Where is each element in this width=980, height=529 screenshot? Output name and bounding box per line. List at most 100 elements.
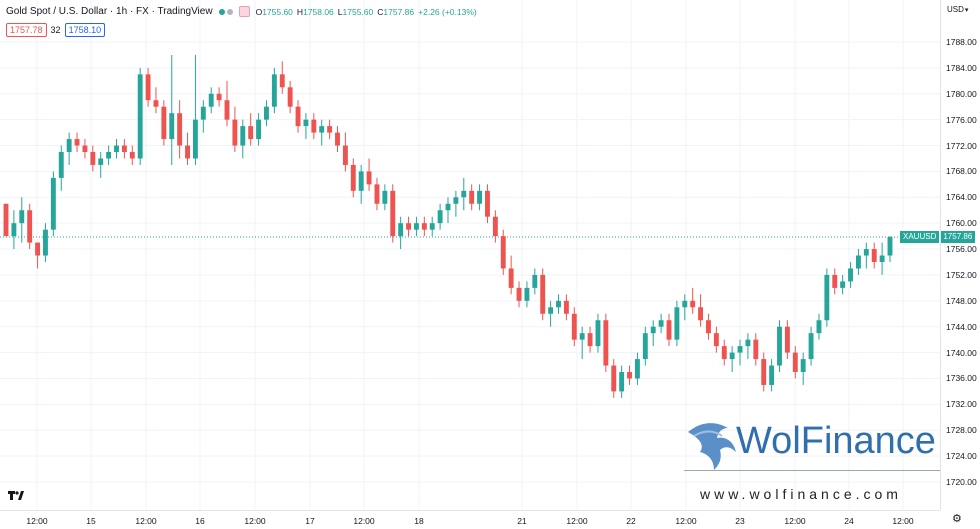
price-tick-label: 1752.00 [946, 269, 977, 280]
last-price-label: XAUUSD 1757.86 [900, 231, 976, 244]
candle-body-down [485, 190, 490, 217]
candle-body-up [240, 126, 246, 146]
candle-body-down [571, 313, 577, 340]
price-tick-label: 1744.00 [946, 321, 977, 332]
order-panel: 1757.78 32 1758.10 [6, 23, 106, 37]
low-value: 1755.60 [342, 6, 374, 17]
candle-body-down [145, 74, 151, 101]
candle [3, 203, 9, 237]
candle [863, 242, 869, 269]
candle [571, 307, 577, 347]
candle [784, 320, 790, 360]
candle-body-down [706, 320, 711, 334]
candle [200, 100, 206, 133]
candle [753, 333, 759, 366]
market-open-icon [218, 8, 225, 15]
candle [374, 177, 380, 211]
candle [737, 339, 743, 366]
candle-body-up [658, 320, 664, 327]
candle-body-up [682, 300, 688, 308]
candle [619, 365, 625, 398]
candle [745, 333, 751, 360]
chart-plot-area[interactable]: Gold Spot / U.S. Dollar · 1h · FX · Trad… [0, 0, 976, 510]
candle-body-up [855, 255, 861, 269]
time-tick-label: 21 [517, 516, 527, 526]
tradingview-logo-shape [8, 491, 24, 500]
candle [74, 132, 80, 152]
candle-body-down [721, 346, 727, 360]
candle-body-down [690, 300, 696, 308]
candle [248, 113, 254, 146]
candle-body-down [406, 223, 411, 230]
candle-body-up [808, 333, 814, 360]
currency-selector[interactable]: USD▾ [947, 5, 968, 14]
candle [713, 326, 719, 353]
candle-body-down [27, 210, 33, 243]
candle [548, 300, 554, 327]
candle-body-up [358, 171, 364, 191]
candle-body-down [587, 333, 593, 347]
candle-body-down [185, 145, 190, 159]
time-axis[interactable]: 12:00 15 12:00 16 12:00 17 12:00 18 21 12:00 22 12:… [0, 510, 940, 529]
candle [279, 61, 285, 94]
time-tick-label: 12:00 [892, 516, 914, 526]
candle [129, 145, 135, 165]
sell-button[interactable]: 1757.78 [6, 23, 47, 37]
close-value: 1757.86 [383, 6, 415, 17]
candle-body-up [382, 190, 388, 204]
candle [35, 242, 41, 269]
candle-body-down [129, 152, 135, 159]
time-tick-label: 22 [626, 516, 636, 526]
candle [327, 119, 333, 140]
candle-body-down [713, 333, 719, 347]
candle [382, 184, 388, 211]
change-value: +2.26 (+0.13%) [418, 6, 477, 17]
data-status-icon [226, 8, 233, 15]
candle [563, 294, 569, 321]
candle-body-up [769, 365, 775, 385]
candle [114, 139, 119, 159]
candle [800, 352, 806, 385]
candle-body-down [871, 249, 877, 262]
price-tick-label: 1736.00 [946, 373, 977, 384]
candle-body-up [548, 307, 554, 314]
candle [690, 287, 696, 314]
price-axis[interactable]: USD▾ 1788.00 1784.00 1780.00 1776.00 1772.00… [940, 0, 980, 510]
watermark-brand: WolFinance [736, 420, 936, 462]
candle [421, 216, 427, 237]
candle-body-up [398, 223, 404, 237]
candle-body-down [335, 132, 340, 146]
candle-body-down [611, 365, 617, 392]
candle-body-up [413, 223, 419, 230]
candle-body-down [327, 126, 333, 133]
currency-label: USD [947, 5, 964, 14]
candle-body-up [650, 326, 656, 334]
candle [816, 313, 822, 340]
price-tick-label: 1776.00 [946, 114, 977, 125]
candle [792, 346, 798, 379]
candle-body-up [114, 145, 119, 152]
gear-icon[interactable]: ⚙ [952, 513, 962, 525]
watermark-divider [684, 470, 940, 471]
price-tick-label: 1768.00 [946, 166, 977, 177]
candle [682, 294, 688, 321]
spread-value: 32 [50, 25, 61, 35]
candle [82, 139, 88, 159]
candle [698, 294, 704, 327]
time-tick-label: 18 [414, 516, 424, 526]
candle-body-down [366, 171, 372, 185]
candle [319, 119, 325, 146]
candle-body-down [832, 274, 838, 288]
candle-body-down [216, 93, 222, 101]
candle-body-down [248, 126, 254, 140]
flag-icon[interactable] [238, 6, 250, 17]
candle-body-down [350, 164, 356, 191]
candle-body-down [82, 145, 88, 152]
candle [492, 210, 498, 243]
candlestick-chart[interactable] [0, 0, 940, 510]
time-tick-label: 12:00 [784, 516, 806, 526]
candle [879, 242, 885, 275]
candle [871, 242, 877, 269]
buy-button[interactable]: 1758.10 [64, 23, 106, 37]
tradingview-logo-icon[interactable] [8, 491, 24, 504]
